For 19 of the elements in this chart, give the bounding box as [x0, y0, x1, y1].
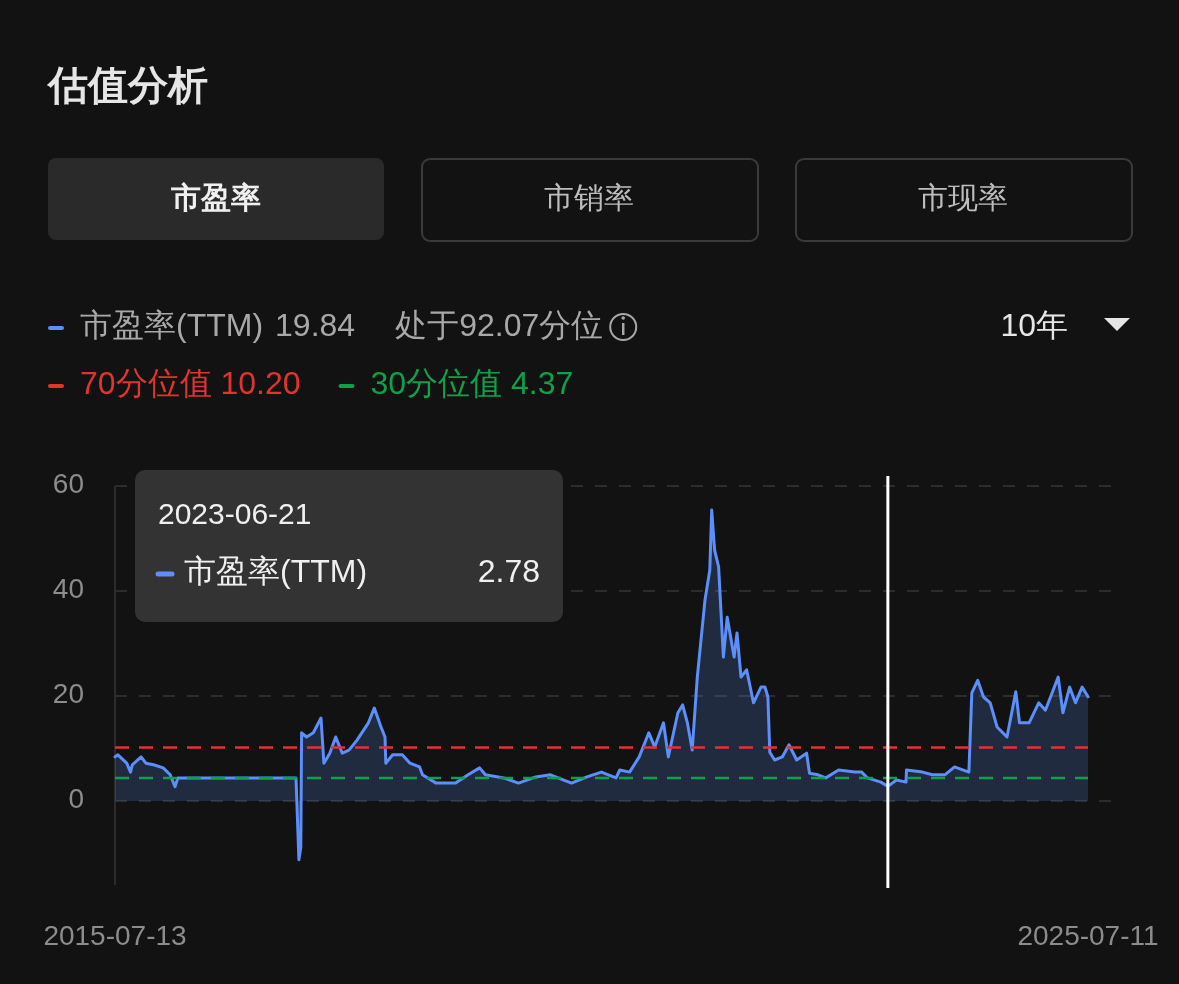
text: 19.84 [275, 307, 356, 344]
legend-label: 市盈率(TTM) [184, 553, 368, 590]
text: 市盈率 [170, 180, 261, 214]
text: 10年 [1000, 307, 1068, 344]
y-tick-label: 60 [52, 468, 84, 500]
chart-title: 估值分析 [46, 62, 208, 107]
legend-label: 30分位值 4.37 [370, 365, 574, 402]
legend-label: 70分位值 10.20 [80, 365, 301, 402]
y-tick-label: 0 [68, 783, 84, 815]
text: 市现率 [918, 180, 1008, 214]
text: 市销率 [544, 180, 634, 214]
text: 处于92.07分位 [395, 307, 604, 344]
text: 市盈率(TTM) [80, 307, 264, 344]
y-tick-label: 40 [52, 573, 84, 605]
annotation: 2023-06-21 [158, 496, 312, 530]
y-tick-label: 20 [52, 678, 84, 710]
annotation: 2.78 [477, 553, 540, 590]
x-tick-label: 2025-07-11 [1017, 920, 1159, 952]
x-tick-label: 2015-07-13 [43, 920, 187, 952]
